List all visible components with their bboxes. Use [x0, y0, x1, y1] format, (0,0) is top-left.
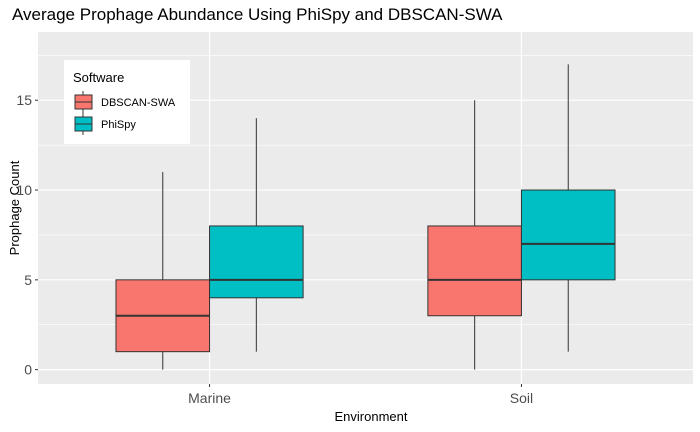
x-axis-title: Environment	[335, 409, 408, 424]
x-axis: Marine Soil	[188, 384, 533, 406]
legend-label: PhiSpy	[101, 119, 136, 131]
x-tick-label: Soil	[510, 390, 533, 406]
legend-title: Software	[73, 70, 124, 85]
box-iqr	[520, 189, 616, 281]
y-axis-title: Prophage Count	[7, 160, 22, 255]
y-tick-label: 15	[16, 92, 32, 108]
legend: Software DBSCAN-SWA PhiSpy	[64, 60, 190, 144]
x-tick-label: Marine	[188, 390, 231, 406]
box-iqr	[209, 225, 304, 299]
boxes-layer	[115, 64, 616, 370]
y-tick-label: 0	[24, 362, 32, 378]
y-tick-label: 10	[16, 182, 32, 198]
box-phispy-marine	[209, 118, 304, 352]
box-dbscan-swa-soil	[427, 100, 522, 370]
box-phispy-soil	[520, 64, 616, 352]
y-tick-label: 5	[24, 272, 32, 288]
box-iqr	[427, 225, 522, 317]
legend-items: DBSCAN-SWA PhiSpy	[74, 91, 176, 135]
legend-label: DBSCAN-SWA	[101, 97, 176, 109]
box-dbscan-swa-marine	[115, 172, 211, 370]
y-axis: 0 5 10 15	[16, 92, 38, 378]
chart-title: Average Prophage Abundance Using PhiSpy …	[12, 5, 503, 24]
